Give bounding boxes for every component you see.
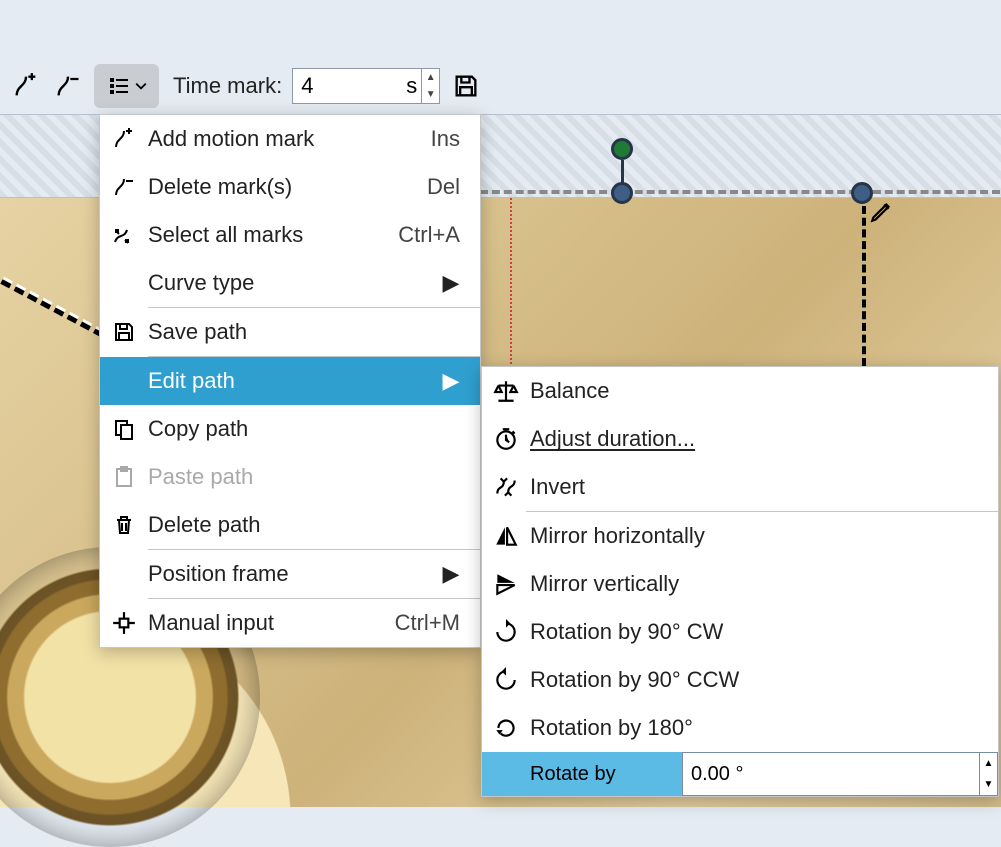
rotate-by-value: 0.00 °	[691, 763, 743, 786]
menu-item-shortcut: Ctrl+M	[395, 610, 460, 636]
menu-item-label: Save path	[148, 319, 460, 345]
invert-icon	[482, 474, 530, 500]
menu-mirror-vertical[interactable]: Mirror vertically	[482, 560, 998, 608]
save-tool-icon[interactable]	[450, 70, 482, 102]
motion-node-start[interactable]	[611, 138, 633, 160]
rotate-by-input[interactable]: 0.00 ° ▲ ▼	[682, 752, 998, 796]
menu-item-label: Paste path	[148, 464, 460, 490]
time-mark-label: Time mark:	[173, 73, 282, 99]
menu-item-label: Rotation by 90° CCW	[530, 667, 978, 693]
menu-rotate-90-ccw[interactable]: Rotation by 90° CCW	[482, 656, 998, 704]
balance-icon	[482, 378, 530, 404]
menu-item-label: Rotation by 90° CW	[530, 619, 978, 645]
menu-item-label: Mirror vertically	[530, 571, 978, 597]
menu-item-shortcut: Del	[427, 174, 460, 200]
menu-curve-type[interactable]: Curve type ▶	[100, 259, 480, 307]
menu-delete-marks[interactable]: Delete mark(s) Del	[100, 163, 480, 211]
spin-up-icon[interactable]: ▲	[980, 753, 997, 774]
spin-down-icon[interactable]: ▼	[980, 774, 997, 795]
menu-item-label: Edit path	[148, 368, 442, 394]
select-all-icon	[100, 223, 148, 247]
spin-down-icon[interactable]: ▼	[422, 86, 439, 103]
edit-cursor-icon	[869, 198, 895, 224]
rotate-cw-icon	[482, 619, 530, 645]
toolbar: Time mark: 4 s ▲ ▼	[0, 58, 482, 114]
menu-item-label: Rotation by 180°	[530, 715, 978, 741]
rotate-180-icon	[482, 715, 530, 741]
edit-path-submenu: Balance Adjust duration... Invert Mirror…	[481, 366, 999, 797]
menu-copy-path[interactable]: Copy path	[100, 405, 480, 453]
submenu-arrow-icon: ▶	[442, 270, 460, 296]
menu-item-label: Position frame	[148, 561, 442, 587]
menu-rotate-by[interactable]: Rotate by 0.00 ° ▲ ▼	[482, 752, 998, 796]
mirror-v-icon	[482, 571, 530, 597]
spin-up-icon[interactable]: ▲	[422, 69, 439, 86]
menu-adjust-duration[interactable]: Adjust duration...	[482, 415, 998, 463]
motion-path-vertical	[862, 206, 866, 366]
menu-manual-input[interactable]: Manual input Ctrl+M	[100, 599, 480, 647]
menu-mirror-horizontal[interactable]: Mirror horizontally	[482, 512, 998, 560]
menu-item-label: Balance	[530, 378, 978, 404]
menu-add-motion-mark[interactable]: Add motion mark Ins	[100, 115, 480, 163]
paste-icon	[100, 465, 148, 489]
menu-item-label: Copy path	[148, 416, 460, 442]
submenu-arrow-icon: ▶	[442, 561, 460, 587]
menu-item-shortcut: Ctrl+A	[398, 222, 460, 248]
menu-item-label: Delete mark(s)	[148, 174, 397, 200]
menu-rotate-90-cw[interactable]: Rotation by 90° CW	[482, 608, 998, 656]
menu-select-all-marks[interactable]: Select all marks Ctrl+A	[100, 211, 480, 259]
chevron-down-icon	[135, 80, 147, 92]
list-icon	[107, 74, 131, 98]
time-spinner[interactable]: ▲ ▼	[421, 69, 439, 103]
del-mark-tool-icon[interactable]	[52, 70, 84, 102]
manual-input-icon	[100, 610, 148, 636]
rotate-spinner[interactable]: ▲ ▼	[979, 753, 997, 795]
time-mark-input[interactable]: 4 s ▲ ▼	[292, 68, 440, 104]
menu-rotate-180[interactable]: Rotation by 180°	[482, 704, 998, 752]
menu-item-label: Delete path	[148, 512, 460, 538]
menu-paste-path: Paste path	[100, 453, 480, 501]
add-mark-icon	[100, 127, 148, 151]
menu-position-frame[interactable]: Position frame ▶	[100, 550, 480, 598]
menu-item-shortcut: Ins	[431, 126, 460, 152]
red-guide	[510, 198, 512, 368]
mirror-h-icon	[482, 523, 530, 549]
copy-icon	[100, 417, 148, 441]
menu-balance[interactable]: Balance	[482, 367, 998, 415]
menu-item-label: Select all marks	[148, 222, 368, 248]
menu-invert[interactable]: Invert	[482, 463, 998, 511]
add-mark-tool-icon[interactable]	[10, 70, 42, 102]
motion-node-1[interactable]	[611, 182, 633, 204]
menu-save-path[interactable]: Save path	[100, 308, 480, 356]
menu-item-label: Adjust duration...	[530, 426, 978, 452]
delete-icon	[100, 513, 148, 537]
motion-path-main	[480, 190, 1000, 194]
marks-context-menu: Add motion mark Ins Delete mark(s) Del S…	[99, 114, 481, 648]
menu-delete-path[interactable]: Delete path	[100, 501, 480, 549]
menu-item-label: Curve type	[148, 270, 442, 296]
time-mark-unit: s	[406, 73, 417, 99]
menu-item-label: Mirror horizontally	[530, 523, 978, 549]
save-icon	[100, 320, 148, 344]
menu-edit-path[interactable]: Edit path ▶	[100, 357, 480, 405]
rotate-ccw-icon	[482, 667, 530, 693]
menu-item-label: Invert	[530, 474, 978, 500]
del-mark-icon	[100, 175, 148, 199]
submenu-arrow-icon: ▶	[442, 368, 460, 394]
time-mark-value: 4	[301, 73, 313, 99]
clock-icon	[482, 426, 530, 452]
marks-menu-button[interactable]	[94, 64, 159, 108]
menu-item-label: Add motion mark	[148, 126, 401, 152]
rotate-by-label: Rotate by	[482, 763, 682, 786]
menu-item-label: Manual input	[148, 610, 365, 636]
